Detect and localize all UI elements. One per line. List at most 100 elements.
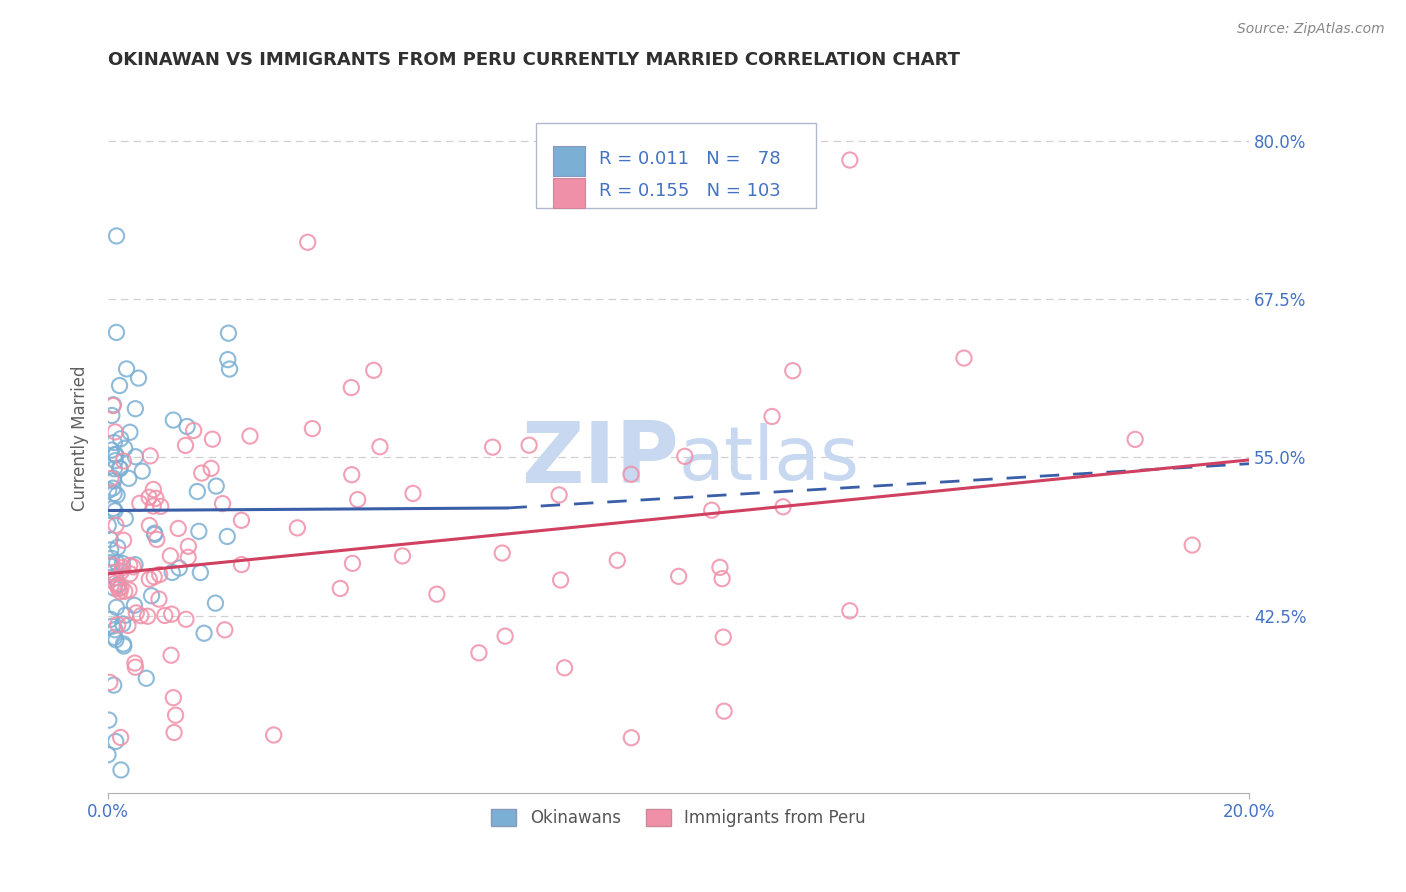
- Point: [103, 678, 125, 692]
- Point: [112, 637, 135, 651]
- Point: [138, 572, 160, 586]
- Point: [122, 560, 145, 574]
- Point: [124, 660, 146, 674]
- Point: [782, 364, 804, 378]
- Point: [673, 450, 696, 464]
- Point: [124, 656, 146, 670]
- Point: [112, 533, 135, 548]
- Point: [190, 566, 212, 580]
- Point: [98, 675, 121, 690]
- Point: [107, 579, 129, 593]
- Point: [342, 557, 364, 571]
- Point: [111, 557, 134, 571]
- Point: [103, 398, 125, 412]
- Point: [711, 572, 734, 586]
- Point: [214, 623, 236, 637]
- FancyBboxPatch shape: [553, 146, 585, 177]
- Point: [114, 511, 136, 525]
- Point: [711, 630, 734, 644]
- Point: [112, 454, 135, 468]
- Point: [468, 646, 491, 660]
- Point: [105, 556, 128, 570]
- Point: [107, 582, 129, 596]
- Point: [111, 560, 134, 574]
- Point: [136, 609, 159, 624]
- Point: [135, 671, 157, 685]
- Point: [494, 629, 516, 643]
- Point: [110, 461, 132, 475]
- Point: [97, 713, 120, 727]
- Point: [104, 518, 127, 533]
- Point: [103, 474, 125, 488]
- Point: [838, 604, 860, 618]
- Point: [145, 491, 167, 506]
- Point: [104, 453, 127, 467]
- Point: [98, 533, 121, 547]
- Point: [104, 448, 127, 462]
- Point: [117, 618, 139, 632]
- Point: [160, 648, 183, 663]
- Point: [340, 467, 363, 482]
- Point: [176, 419, 198, 434]
- Point: [211, 497, 233, 511]
- Point: [162, 566, 184, 580]
- Point: [105, 326, 128, 340]
- Point: [491, 546, 513, 560]
- Point: [103, 581, 125, 595]
- Point: [110, 763, 132, 777]
- Point: [103, 486, 125, 500]
- Point: [162, 413, 184, 427]
- Point: [200, 461, 222, 475]
- Point: [124, 558, 146, 572]
- Point: [97, 747, 120, 762]
- Point: [100, 551, 122, 566]
- Point: [346, 492, 368, 507]
- Point: [100, 559, 122, 574]
- Point: [174, 438, 197, 452]
- Point: [118, 425, 141, 440]
- Point: [97, 518, 120, 533]
- Point: [177, 550, 200, 565]
- Point: [620, 731, 643, 745]
- Point: [145, 533, 167, 547]
- Point: [368, 440, 391, 454]
- Point: [118, 558, 141, 573]
- Legend: Okinawans, Immigrants from Peru: Okinawans, Immigrants from Peru: [485, 803, 873, 834]
- Point: [149, 567, 172, 582]
- Point: [101, 481, 124, 495]
- Point: [100, 443, 122, 458]
- Point: [953, 351, 976, 365]
- Point: [115, 362, 138, 376]
- Point: [104, 623, 127, 637]
- Text: ZIP: ZIP: [520, 418, 679, 501]
- Point: [118, 582, 141, 597]
- Text: Source: ZipAtlas.com: Source: ZipAtlas.com: [1237, 22, 1385, 37]
- Point: [118, 471, 141, 485]
- Point: [550, 573, 572, 587]
- Point: [713, 704, 735, 718]
- Point: [101, 399, 124, 413]
- Point: [111, 617, 134, 632]
- Point: [128, 496, 150, 510]
- Point: [190, 466, 212, 480]
- Point: [187, 524, 209, 539]
- Point: [104, 632, 127, 647]
- Point: [548, 488, 571, 502]
- Point: [105, 600, 128, 615]
- Point: [239, 429, 262, 443]
- Point: [700, 503, 723, 517]
- Point: [142, 483, 165, 497]
- Point: [838, 153, 860, 167]
- Text: R = 0.155   N = 103: R = 0.155 N = 103: [599, 182, 780, 200]
- Point: [217, 326, 239, 341]
- Text: OKINAWAN VS IMMIGRANTS FROM PERU CURRENTLY MARRIED CORRELATION CHART: OKINAWAN VS IMMIGRANTS FROM PERU CURRENT…: [108, 51, 960, 69]
- Point: [329, 582, 352, 596]
- Point: [101, 619, 124, 633]
- Point: [297, 235, 319, 250]
- Point: [709, 560, 731, 574]
- Point: [167, 521, 190, 535]
- Text: R = 0.011   N =   78: R = 0.011 N = 78: [599, 150, 780, 168]
- Point: [162, 690, 184, 705]
- Point: [287, 521, 309, 535]
- Point: [138, 490, 160, 504]
